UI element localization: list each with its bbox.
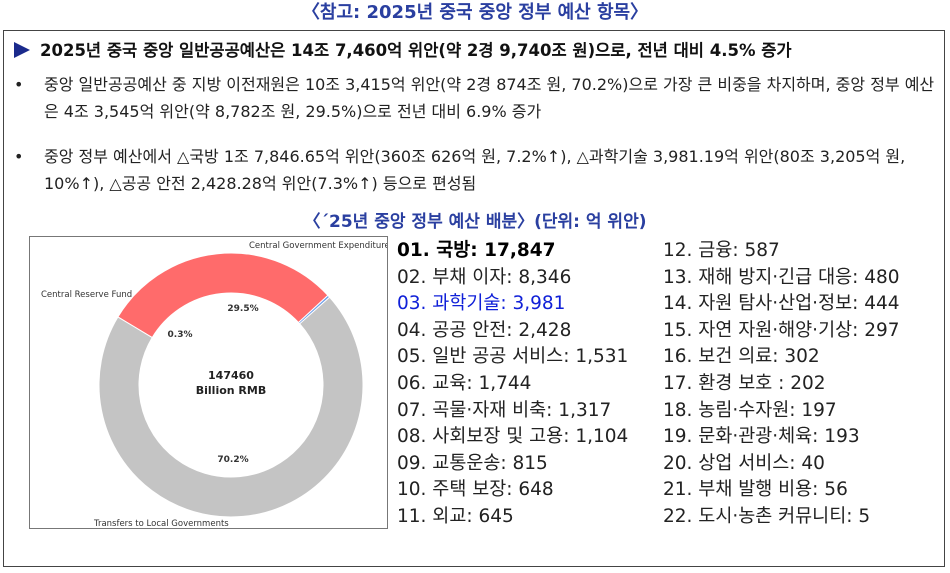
list-item: 01. 국방: 17,847 bbox=[397, 240, 556, 261]
slice-government-expenditure bbox=[117, 252, 329, 339]
list-item: 03. 과학기술: 3,981 bbox=[397, 293, 566, 315]
center-value: 147460 bbox=[208, 369, 254, 382]
list-item: 02. 부채 이자: 8,346 bbox=[397, 266, 572, 288]
lead-line: 2025년 중국 중앙 일반공공예산은 14조 7,460억 위안(약 2경 9… bbox=[14, 38, 934, 64]
section-subtitle: 〈´25년 중앙 정부 예산 배분〉(단위: 억 위안) bbox=[303, 212, 647, 232]
bullet-dot-icon: • bbox=[14, 147, 24, 166]
list-item: 12. 금융: 587 bbox=[663, 240, 780, 261]
list-item: 10. 주택 보장: 648 bbox=[397, 479, 554, 501]
list-item: 09. 교통운송: 815 bbox=[397, 452, 548, 474]
list-item: 06. 교육: 1,744 bbox=[397, 372, 532, 394]
chart-label: Central Government Expenditure bbox=[249, 241, 387, 251]
list-item: 07. 곡물·자재 비축: 1,317 bbox=[397, 399, 612, 421]
list-item: 15. 자연 자원·해양·기상: 297 bbox=[663, 319, 900, 341]
list-item: 11. 외교: 645 bbox=[397, 505, 514, 527]
slice-local-transfers bbox=[98, 296, 364, 518]
bullet-dot-icon: • bbox=[14, 75, 24, 94]
list-item: 17. 환경 보호 : 202 bbox=[663, 372, 826, 394]
bullet-text: 중앙 정부 예산에서 △국방 1조 7,846.65억 위안(360조 626억… bbox=[44, 147, 906, 193]
list-item: 21. 부채 발행 비용: 56 bbox=[663, 479, 848, 501]
pct-label: 0.3% bbox=[168, 330, 193, 340]
budget-list-left: 01. 국방: 17,847 02. 부채 이자: 8,346 03. 과학기술… bbox=[397, 238, 628, 531]
list-item: 14. 자원 탐사·산업·정보: 444 bbox=[663, 293, 900, 315]
pct-label: 70.2% bbox=[217, 455, 248, 465]
list-item: 16. 보건 의료: 302 bbox=[663, 346, 820, 368]
list-item: 19. 문화·관광·체육: 193 bbox=[663, 426, 860, 448]
page-title: 〈참고: 2025년 중국 중앙 정부 예산 항목〉 bbox=[301, 2, 649, 23]
list-item: 18. 농림·수자원: 197 bbox=[663, 399, 837, 421]
list-item: 04. 공공 안전: 2,428 bbox=[397, 319, 572, 341]
list-item: 08. 사회보장 및 고용: 1,104 bbox=[397, 426, 629, 448]
chart-label: Central Reserve Fund bbox=[41, 290, 132, 300]
budget-list-right: 12. 금융: 587 13. 재해 방지·긴급 대응: 480 14. 자원 … bbox=[663, 238, 900, 531]
list-item: 20. 상업 서비스: 40 bbox=[663, 452, 825, 474]
center-unit: Billion RMB bbox=[196, 384, 267, 397]
content-frame bbox=[3, 30, 945, 567]
bullet-item: • 중앙 일반공공예산 중 지방 이전재원은 10조 3,415억 위안(약 2경… bbox=[14, 71, 939, 125]
bullet-text: 중앙 일반공공예산 중 지방 이전재원은 10조 3,415억 위안(약 2경 … bbox=[44, 75, 935, 121]
list-item: 22. 도시·농촌 커뮤니티: 5 bbox=[663, 505, 871, 527]
lead-text: 2025년 중국 중앙 일반공공예산은 14조 7,460억 위안(약 2경 9… bbox=[40, 41, 792, 60]
bullet-item: • 중앙 정부 예산에서 △국방 1조 7,846.65억 위안(360조 626… bbox=[14, 143, 939, 197]
donut-chart-svg: Central Government Expenditure Central R… bbox=[41, 241, 387, 528]
chart-label: Transfers to Local Governments bbox=[93, 519, 229, 528]
pct-label: 29.5% bbox=[227, 304, 258, 314]
list-item: 05. 일반 공공 서비스: 1,531 bbox=[397, 346, 629, 368]
donut-chart: Central Government Expenditure Central R… bbox=[29, 236, 388, 529]
triangle-bullet-icon bbox=[14, 42, 30, 58]
list-item: 13. 재해 방지·긴급 대응: 480 bbox=[663, 266, 900, 288]
